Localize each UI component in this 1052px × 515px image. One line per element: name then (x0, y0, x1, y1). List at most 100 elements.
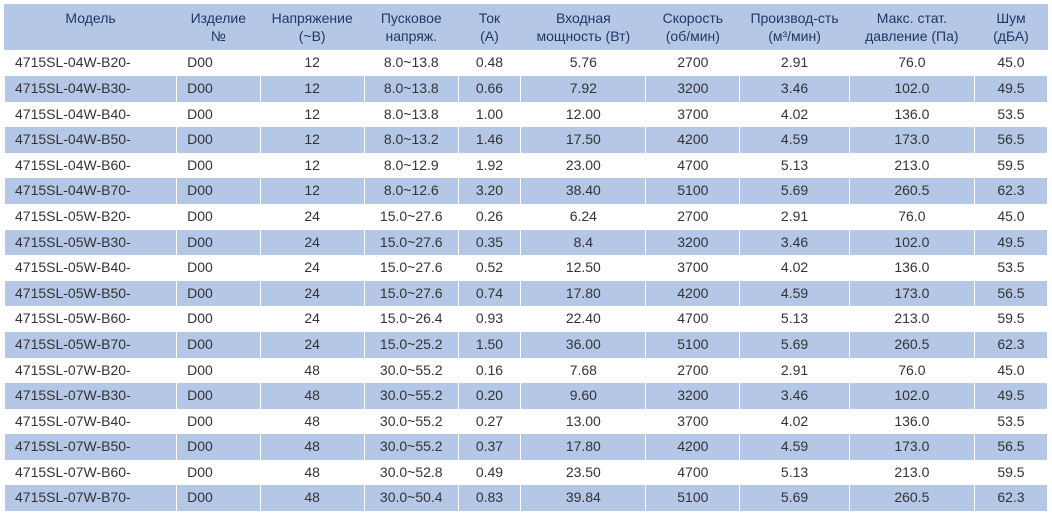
table-cell: 23.00 (521, 153, 646, 179)
table-row: 4715SL-07W-B50-D004830.0~55.20.3717.8042… (5, 434, 1048, 460)
table-cell: 4715SL-05W-B60- (5, 306, 177, 332)
table-cell: 260.5 (849, 332, 974, 358)
table-cell: 24 (260, 332, 364, 358)
table-cell: 0.27 (458, 409, 521, 435)
table-cell: 5.69 (740, 178, 850, 204)
table-cell: D00 (177, 204, 260, 230)
table-cell: 56.5 (974, 434, 1047, 460)
table-row: 4715SL-07W-B20-D004830.0~55.20.167.68270… (5, 358, 1048, 384)
table-cell: 4.02 (740, 255, 850, 281)
table-row: 4715SL-07W-B70-D004830.0~50.40.8339.8451… (5, 485, 1048, 511)
table-cell: 4715SL-07W-B40- (5, 409, 177, 435)
table-cell: 49.5 (974, 383, 1047, 409)
table-cell: 260.5 (849, 485, 974, 511)
table-cell: 4715SL-05W-B30- (5, 230, 177, 256)
table-cell: 48 (260, 460, 364, 486)
header-text: (об/мин) (666, 28, 720, 44)
table-cell: 213.0 (849, 460, 974, 486)
table-row: 4715SL-05W-B30-D002415.0~27.60.358.43200… (5, 230, 1048, 256)
header-cell: Входнаямощность (Вт) (521, 5, 646, 50)
table-cell: 3.46 (740, 230, 850, 256)
table-cell: 136.0 (849, 102, 974, 128)
table-cell: 45.0 (974, 204, 1047, 230)
table-cell: 4715SL-04W-B50- (5, 127, 177, 153)
table-cell: 76.0 (849, 204, 974, 230)
header-text: (А) (480, 28, 499, 44)
table-cell: 15.0~27.6 (364, 204, 458, 230)
table-cell: 102.0 (849, 383, 974, 409)
table-cell: 45.0 (974, 358, 1047, 384)
table-cell: 5.13 (740, 153, 850, 179)
header-text: Модель (65, 10, 115, 26)
header-text: (м³/мин) (768, 28, 821, 44)
table-cell: 24 (260, 230, 364, 256)
table-cell: 5.13 (740, 460, 850, 486)
table-cell: 136.0 (849, 255, 974, 281)
table-row: 4715SL-05W-B70-D002415.0~25.21.5036.0051… (5, 332, 1048, 358)
table-row: 4715SL-07W-B60-D004830.0~52.80.4923.5047… (5, 460, 1048, 486)
table-cell: 12 (260, 50, 364, 76)
table-cell: 4200 (646, 434, 740, 460)
table-cell: 7.68 (521, 358, 646, 384)
table-cell: 2.91 (740, 358, 850, 384)
table-cell: 3200 (646, 76, 740, 102)
table-cell: 22.40 (521, 306, 646, 332)
table-cell: 17.50 (521, 127, 646, 153)
table-cell: 24 (260, 306, 364, 332)
table-cell: 0.16 (458, 358, 521, 384)
table-cell: 76.0 (849, 358, 974, 384)
table-cell: 2700 (646, 204, 740, 230)
table-cell: 4715SL-04W-B40- (5, 102, 177, 128)
table-cell: 12.50 (521, 255, 646, 281)
table-cell: 17.80 (521, 281, 646, 307)
table-cell: 213.0 (849, 306, 974, 332)
table-cell: 49.5 (974, 76, 1047, 102)
header-cell: Модель (5, 5, 177, 50)
table-cell: 4.59 (740, 127, 850, 153)
table-cell: 5100 (646, 485, 740, 511)
table-cell: D00 (177, 485, 260, 511)
table-cell: 8.0~13.8 (364, 102, 458, 128)
table-cell: 0.37 (458, 434, 521, 460)
table-cell: 8.4 (521, 230, 646, 256)
table-cell: 12 (260, 102, 364, 128)
table-cell: 3700 (646, 255, 740, 281)
table-cell: 3.46 (740, 76, 850, 102)
table-cell: 9.60 (521, 383, 646, 409)
table-cell: 30.0~55.2 (364, 434, 458, 460)
table-cell: 8.0~12.6 (364, 178, 458, 204)
table-row: 4715SL-05W-B40-D002415.0~27.60.5212.5037… (5, 255, 1048, 281)
table-cell: 30.0~55.2 (364, 409, 458, 435)
table-cell: 12 (260, 153, 364, 179)
header-text: напряж. (385, 28, 437, 44)
table-cell: 3700 (646, 102, 740, 128)
header-cell: Пусковоенапряж. (364, 5, 458, 50)
table-cell: 213.0 (849, 153, 974, 179)
table-cell: D00 (177, 460, 260, 486)
table-cell: 48 (260, 434, 364, 460)
table-cell: 4700 (646, 306, 740, 332)
table-cell: 5.69 (740, 485, 850, 511)
table-cell: 5.13 (740, 306, 850, 332)
table-cell: 4715SL-04W-B20- (5, 50, 177, 76)
table-cell: 2.91 (740, 50, 850, 76)
table-cell: 3.20 (458, 178, 521, 204)
table-cell: D00 (177, 102, 260, 128)
table-cell: 48 (260, 485, 364, 511)
table-cell: 8.0~13.8 (364, 76, 458, 102)
table-cell: 102.0 (849, 76, 974, 102)
table-cell: D00 (177, 358, 260, 384)
table-cell: 4200 (646, 127, 740, 153)
table-cell: 59.5 (974, 153, 1047, 179)
table-cell: 0.26 (458, 204, 521, 230)
table-cell: D00 (177, 76, 260, 102)
table-cell: 8.0~13.8 (364, 50, 458, 76)
table-cell: 0.83 (458, 485, 521, 511)
header-cell: Макс. стат.давление (Па) (849, 5, 974, 50)
table-cell: D00 (177, 409, 260, 435)
table-cell: 30.0~50.4 (364, 485, 458, 511)
table-cell: 30.0~52.8 (364, 460, 458, 486)
table-row: 4715SL-04W-B60-D00128.0~12.91.9223.00470… (5, 153, 1048, 179)
table-row: 4715SL-04W-B40-D00128.0~13.81.0012.00370… (5, 102, 1048, 128)
table-cell: 4.02 (740, 102, 850, 128)
